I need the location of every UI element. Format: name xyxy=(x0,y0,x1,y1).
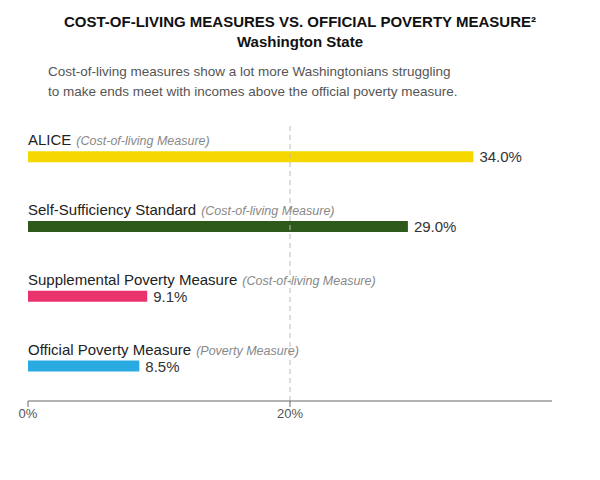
svg-text:0%: 0% xyxy=(19,406,38,421)
svg-text:Supplemental Poverty Measure(C: Supplemental Poverty Measure(Cost-of-liv… xyxy=(28,271,376,288)
html-text:Washington State: Washington State xyxy=(236,33,363,50)
svg-text:9.1%: 9.1% xyxy=(153,288,187,305)
svg-text:Self-Sufficiency Standard(Cost: Self-Sufficiency Standard(Cost-of-living… xyxy=(28,201,335,218)
html-text:COST-OF-LIVING MEASURES VS. OF: COST-OF-LIVING MEASURES VS. OFFICIAL POV… xyxy=(64,13,536,30)
svg-text:20%: 20% xyxy=(277,406,303,421)
svg-text:ALICE(Cost-of-living Measure): ALICE(Cost-of-living Measure) xyxy=(28,131,210,148)
html-text:to make ends meet with incomes: to make ends meet with incomes above the… xyxy=(48,84,458,99)
svg-text:8.5%: 8.5% xyxy=(145,358,179,375)
svg-text:34.0%: 34.0% xyxy=(479,148,522,165)
html-text:Cost-of-living measures show a: Cost-of-living measures show a lot more … xyxy=(48,64,451,79)
svg-text:29.0%: 29.0% xyxy=(414,218,457,235)
svg-text:Official Poverty Measure(Pover: Official Poverty Measure(Poverty Measure… xyxy=(28,341,299,358)
